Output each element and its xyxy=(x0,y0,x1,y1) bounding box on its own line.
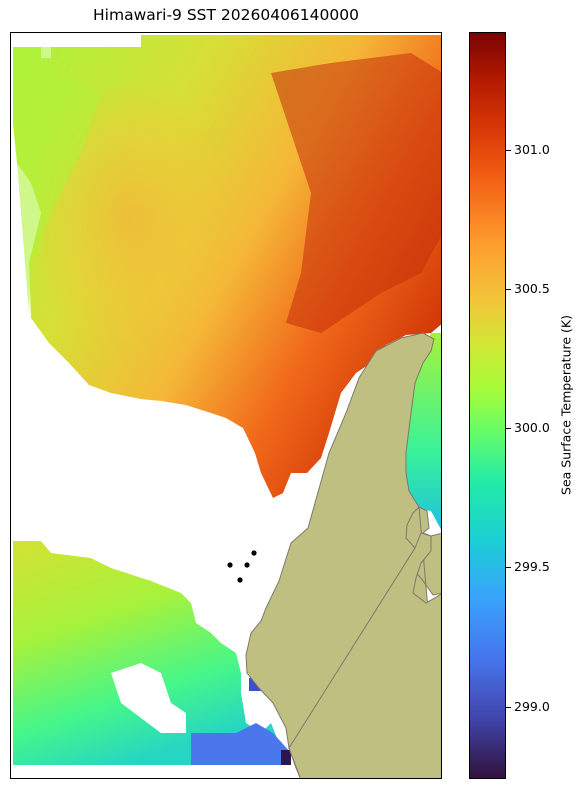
marker-point[interactable] xyxy=(227,562,233,568)
sst-map-svg xyxy=(13,35,441,778)
colorbar-tick xyxy=(506,428,511,429)
sst-gap-south xyxy=(111,663,186,733)
sst-field-south xyxy=(13,541,291,765)
colorbar-label: Sea Surface Temperature (K) xyxy=(558,315,574,495)
sst-field-north-warm-core xyxy=(41,73,271,393)
colorbar-tick-label: 299.5 xyxy=(514,559,550,574)
sst-pixel-dark xyxy=(281,750,291,765)
sst-field-south-blue xyxy=(191,723,291,765)
colorbar-tick-label: 301.0 xyxy=(514,142,550,157)
sst-field-north-hot-patch xyxy=(271,53,441,333)
sst-field-north-west-cool xyxy=(13,47,101,313)
land-mass-east xyxy=(288,532,441,778)
colorbar-tick xyxy=(506,567,511,568)
map-panel[interactable] xyxy=(10,32,442,779)
colorbar-tick-label: 300.0 xyxy=(514,420,550,435)
colorbar-tick xyxy=(506,289,511,290)
colorbar-tick-label: 300.5 xyxy=(514,281,550,296)
colorbar-tick xyxy=(506,707,511,708)
marker-point[interactable] xyxy=(244,562,250,568)
colorbar-tick-label: 299.0 xyxy=(514,699,550,714)
colorbar-tick xyxy=(506,150,511,151)
marker-point[interactable] xyxy=(237,577,243,583)
colorbar xyxy=(469,32,506,779)
chart-title: Himawari-9 SST 20260406140000 xyxy=(93,6,359,24)
marker-point[interactable] xyxy=(251,550,257,556)
